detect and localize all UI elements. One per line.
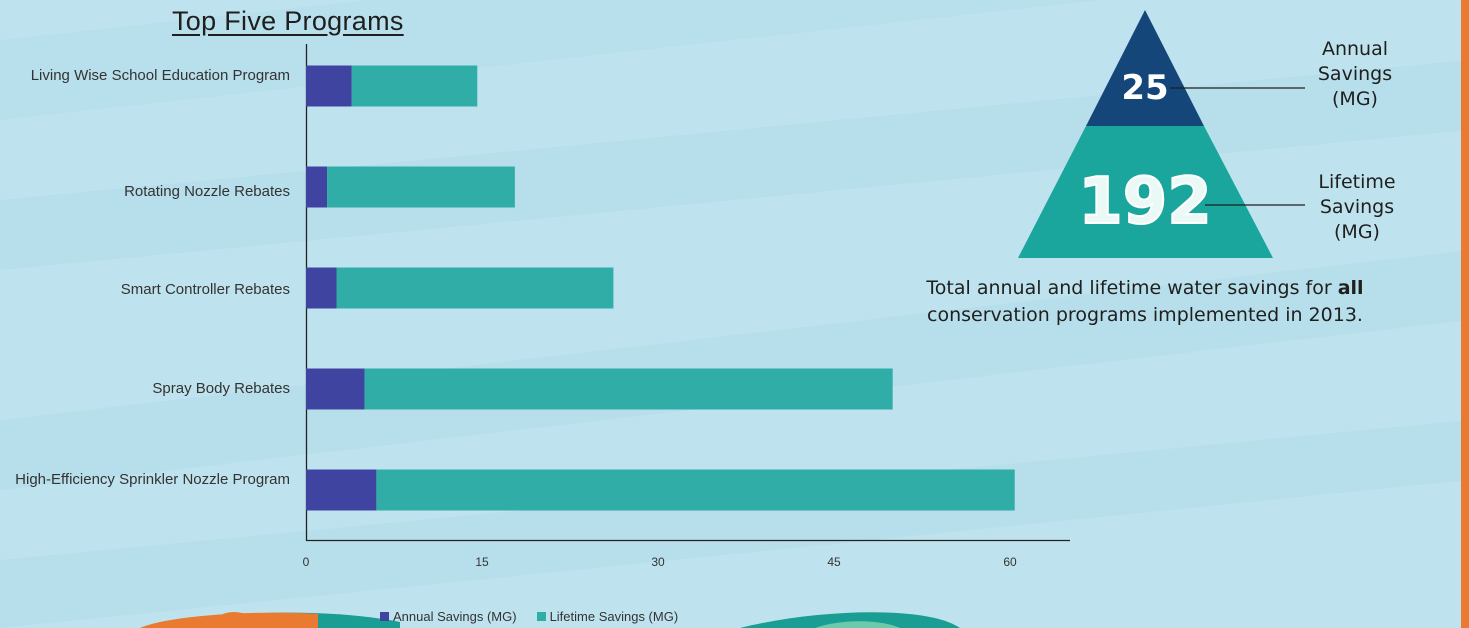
bar-annual-1 — [306, 166, 328, 208]
x-tick-label-45: 45 — [827, 555, 841, 569]
category-label-rotating-nozzle: Rotating Nozzle Rebates — [124, 183, 290, 200]
legend-item-annual: Annual Savings (MG) — [380, 609, 517, 624]
caption-suffix: conservation programs implemented in 201… — [927, 304, 1363, 326]
annual-label-line1: Annual — [1321, 38, 1389, 60]
savings-caption: Total annual and lifetime water savings … — [880, 275, 1410, 329]
legend-label-lifetime: Lifetime Savings (MG) — [549, 609, 679, 624]
x-tick-label-30: 30 — [651, 555, 665, 569]
x-tick-label-15: 15 — [475, 555, 489, 569]
bar-annual-0 — [306, 65, 352, 107]
legend-swatch-lifetime — [536, 612, 546, 621]
triangle-top-annual — [1086, 10, 1204, 126]
bar-annual-3 — [306, 368, 365, 410]
lifetime-savings-label: Lifetime Savings (MG) — [1302, 170, 1412, 245]
triangle-bottom-lifetime — [1018, 126, 1273, 258]
annual-savings-label: Annual Savings (MG) — [1300, 37, 1410, 112]
category-label-spray-body: Spray Body Rebates — [152, 380, 290, 397]
x-tick-label-60: 60 — [1003, 555, 1017, 569]
bar-annual-2 — [306, 267, 337, 309]
orange-edge-bar — [1461, 0, 1469, 628]
lifetime-label-line2: Savings — [1319, 196, 1395, 218]
legend-label-annual: Annual Savings (MG) — [393, 609, 517, 624]
chart-title: Top Five Programs — [172, 6, 404, 36]
legend: Annual Savings (MG) Lifetime Savings (MG… — [380, 609, 678, 624]
bar-lifetime-0 — [351, 65, 478, 107]
annual-total-value: 25 — [1121, 68, 1169, 108]
teal-blob-right — [740, 612, 960, 628]
annual-label-line2: Savings — [1317, 63, 1393, 85]
x-tick-label-0: 0 — [302, 555, 310, 569]
orange-shape-bump — [216, 612, 252, 628]
lifetime-total-value: 192 — [1077, 164, 1213, 240]
category-label-smart-controller: Smart Controller Rebates — [120, 281, 290, 298]
lifetime-label-line1: Lifetime — [1318, 171, 1396, 193]
caption-bold: all — [1337, 277, 1364, 299]
legend-item-lifetime: Lifetime Savings (MG) — [536, 609, 679, 624]
bar-lifetime-3 — [364, 368, 893, 410]
light-green-blob — [815, 621, 900, 628]
bar-annual-4 — [306, 469, 377, 511]
bar-lifetime-1 — [327, 166, 515, 208]
annual-label-line3: (MG) — [1332, 88, 1378, 110]
category-label-living-wise: Living Wise School Education Program — [30, 67, 290, 84]
lifetime-label-line3: (MG) — [1334, 221, 1380, 243]
legend-swatch-annual — [380, 612, 389, 621]
caption-prefix: Total annual and lifetime water savings … — [926, 277, 1338, 299]
bar-lifetime-4 — [376, 469, 1015, 511]
bar-lifetime-2 — [336, 267, 614, 309]
category-label-high-efficiency: High-Efficiency Sprinkler Nozzle Program — [15, 471, 290, 488]
